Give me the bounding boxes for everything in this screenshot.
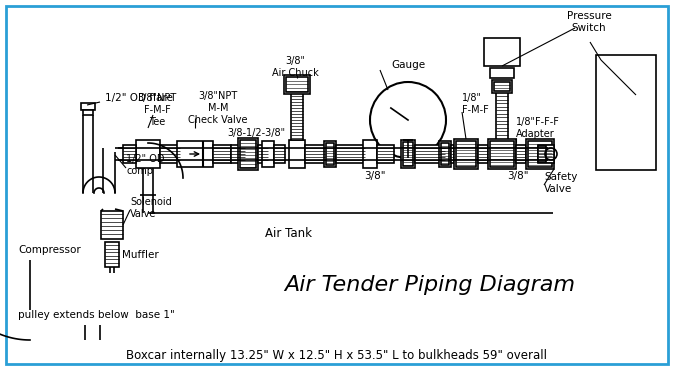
Bar [596,55,656,170]
Bar [377,145,394,163]
Bar [136,140,160,168]
Bar [291,93,303,140]
Bar [123,145,136,163]
Bar [490,141,514,167]
Text: 3/8"NPT
M-M
Check Valve: 3/8"NPT M-M Check Valve [188,92,248,125]
Bar [81,103,95,110]
Bar [177,141,213,167]
Text: Air Tank: Air Tank [265,227,312,240]
Text: Boxcar internally 13.25" W x 12.5" H x 53.5" L to bulkheads 59" overall: Boxcar internally 13.25" W x 12.5" H x 5… [126,349,547,362]
Text: Pressure
Switch: Pressure Switch [566,11,612,33]
Text: pulley extends below  base 1": pulley extends below base 1" [18,310,175,320]
Bar [403,142,413,166]
Bar [454,139,478,169]
Text: 3/8": 3/8" [507,171,529,181]
Bar [538,145,554,163]
Bar [238,138,258,170]
Bar [289,140,305,168]
Bar [441,143,449,165]
Bar [516,145,526,163]
Bar [526,139,554,169]
Bar [262,141,274,167]
Bar [538,146,546,162]
Bar [488,139,516,169]
Text: 1/8"
F-M-F: 1/8" F-M-F [462,93,489,115]
Text: 1/2" OD
comp: 1/2" OD comp [126,154,165,176]
Bar [324,141,336,167]
Bar [305,145,325,163]
Text: Compressor: Compressor [18,245,81,255]
Bar [231,145,245,163]
Bar [415,145,445,163]
Text: Muffler: Muffler [122,250,159,260]
Bar [240,140,256,168]
Bar [336,145,365,163]
FancyBboxPatch shape [6,6,668,364]
Bar [258,145,268,163]
Text: Solenoid
Valve: Solenoid Valve [130,197,171,219]
Bar [401,140,415,168]
Bar [213,145,231,163]
Bar [478,145,488,163]
Text: 3/8": 3/8" [364,171,385,181]
Bar [363,140,377,168]
Bar [160,145,180,163]
Text: 3/8-1/2-3/8": 3/8-1/2-3/8" [227,128,285,138]
Text: 1/8"F-F-F
Adapter: 1/8"F-F-F Adapter [516,117,560,139]
Bar [492,80,512,93]
Text: Air Tender Piping Diagram: Air Tender Piping Diagram [284,275,576,295]
Bar [83,110,93,115]
Bar [484,38,520,66]
Bar [490,68,514,78]
Bar [284,75,310,94]
Bar [456,141,476,167]
Bar [439,141,451,167]
Text: Safety
Valve: Safety Valve [544,172,577,194]
Text: 3/8"
Air Chuck: 3/8" Air Chuck [271,56,319,78]
Text: 1/2" OD flare: 1/2" OD flare [105,93,173,103]
Bar [105,242,119,267]
Bar [451,145,454,163]
Bar [494,82,510,91]
Bar [326,143,334,165]
Bar [101,211,123,239]
Bar [528,141,552,167]
Text: 3/8"NPT
F-M-F
Tee: 3/8"NPT F-M-F Tee [138,93,177,126]
Text: Gauge: Gauge [391,60,425,70]
Bar [274,145,285,163]
Bar [286,77,308,92]
